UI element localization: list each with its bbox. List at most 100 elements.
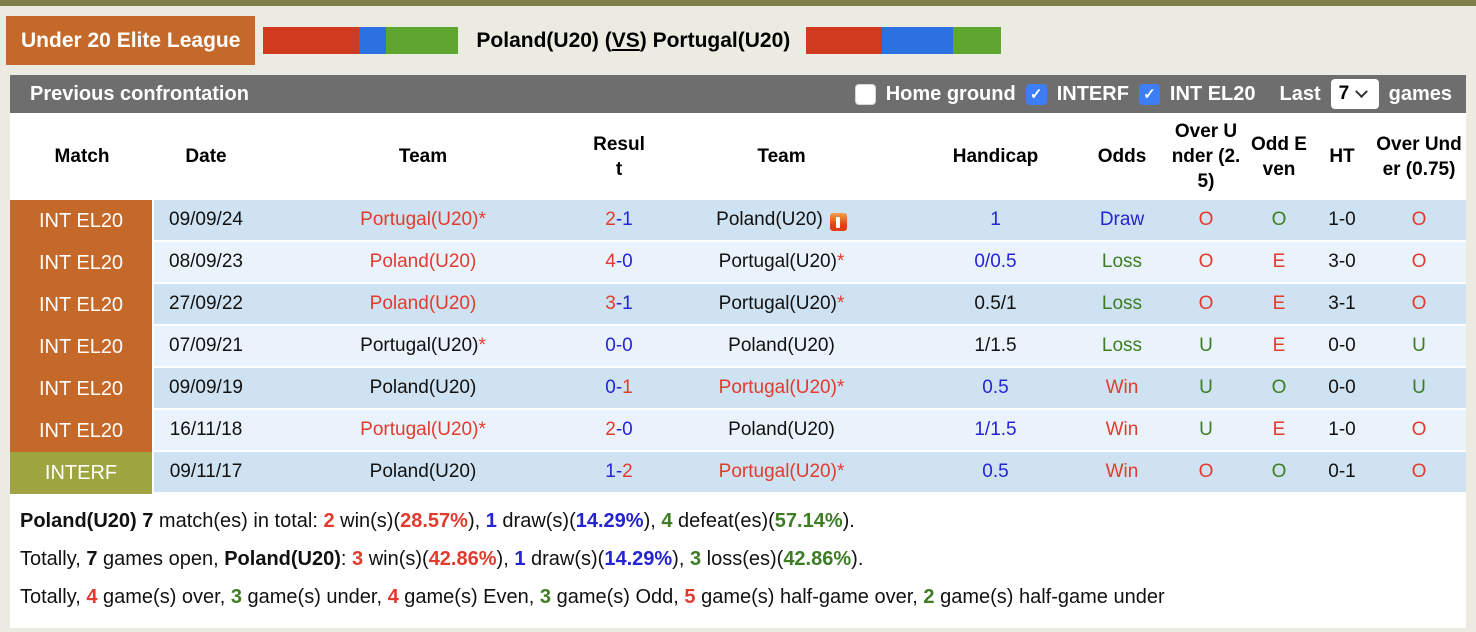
handicap-cell: 0.5 — [913, 452, 1078, 495]
score-part: 1 — [622, 377, 633, 399]
ht-cell: 1-0 — [1312, 410, 1372, 453]
match-type-badge[interactable]: INT EL20 — [10, 200, 154, 243]
date-cell: 07/09/21 — [154, 326, 258, 369]
over-under-075-value: O — [1411, 419, 1427, 441]
team-cell: Portugal(U20)* — [650, 368, 913, 411]
team-name: Portugal(U20) — [360, 419, 479, 441]
odds-cell: Draw — [1078, 200, 1166, 243]
match-type-badge[interactable]: INT EL20 — [10, 368, 154, 411]
ht-cell: 0-0 — [1312, 368, 1372, 411]
match-type-badge[interactable]: INT EL20 — [10, 410, 154, 453]
summary-segment: 14.29% — [604, 548, 673, 571]
interf-checkbox[interactable]: ✓ — [1025, 83, 1047, 105]
over-under-075-cell: O — [1372, 200, 1466, 243]
summary-segment: 42.86% — [428, 548, 497, 571]
over-under-25-cell: O — [1166, 200, 1246, 243]
odds-result: Loss — [1101, 293, 1143, 315]
interf-label[interactable]: INTERF — [1056, 82, 1129, 105]
team-name: Poland(U20) — [728, 419, 835, 441]
summary-segment: win(s)( — [363, 548, 429, 571]
summary-segment: game(s) Even, — [398, 586, 540, 609]
int-el20-label[interactable]: INT EL20 — [1169, 82, 1256, 105]
colorbar-segment — [806, 27, 883, 54]
column-header-match: Match — [10, 113, 154, 201]
home-ground-label[interactable]: Home ground — [885, 82, 1016, 105]
score-part: -1 — [615, 293, 633, 315]
score-part: 3 — [605, 293, 616, 315]
team-star: * — [836, 461, 845, 483]
odds-cell: Win — [1078, 410, 1166, 453]
card-bar — [836, 216, 841, 228]
match-type-badge[interactable]: INT EL20 — [10, 242, 154, 285]
int-el20-checkbox[interactable]: ✓ — [1138, 83, 1160, 105]
last-label: Last — [1279, 82, 1321, 105]
match-type-badge[interactable]: INTERF — [10, 452, 154, 495]
home-team-title: Poland(U20) ( — [476, 28, 612, 52]
chevron-down-icon — [1355, 84, 1369, 98]
score-part: 1- — [605, 461, 623, 483]
league-badge: Under 20 Elite League — [6, 16, 256, 65]
column-header-handicap: Handicap — [913, 113, 1078, 201]
odds-result: Win — [1105, 419, 1139, 441]
score-part: 0-0 — [605, 335, 633, 357]
column-header-date: Date — [154, 113, 258, 201]
over-under-075-value: O — [1411, 251, 1427, 273]
odds-cell: Loss — [1078, 326, 1166, 369]
ht-cell: 3-0 — [1312, 242, 1372, 285]
summary-segment: Poland(U20) — [20, 510, 143, 533]
odd-even-cell: O — [1246, 368, 1312, 411]
over-under-25-value: U — [1199, 335, 1213, 357]
summary-segment: game(s) over, — [97, 586, 231, 609]
match-row: INT EL20 08/09/23 Poland(U20) 4-0 Portugal(U… — [10, 242, 1466, 285]
history-table-body: INT EL20 09/09/24 Portugal(U20)* 2-1 Poland(… — [10, 200, 1466, 495]
team-star: * — [478, 335, 486, 357]
vs-label: VS — [611, 28, 640, 52]
summary-segment: 1 — [514, 548, 526, 571]
team-cell: Poland(U20) — [650, 326, 913, 369]
team-name: Poland(U20) — [728, 335, 835, 357]
games-label: games — [1388, 82, 1452, 105]
team-name: Portugal(U20) — [718, 293, 837, 315]
team-cell: Portugal(U20)* — [258, 200, 588, 243]
filter-controls: Home ground ✓ INTERF ✓ INT EL20 Last 7 g… — [854, 79, 1466, 109]
team-cell: Poland(U20) — [258, 284, 588, 327]
summary-segment: 42.86% — [783, 548, 852, 571]
odds-result: Loss — [1101, 335, 1143, 357]
over-under-25-value: O — [1198, 293, 1214, 315]
team-cell: Portugal(U20)* — [650, 452, 913, 495]
last-games-select[interactable]: 7 — [1330, 79, 1379, 109]
summary-line: Totally, 4 game(s) over, 3 game(s) under… — [20, 578, 1456, 616]
handicap-value: 0/0.5 — [974, 251, 1017, 273]
away-team-title: ) Portugal(U20) — [639, 28, 791, 52]
over-under-25-cell: O — [1166, 452, 1246, 495]
handicap-cell: 1/1.5 — [913, 410, 1078, 453]
summary-line: Totally, 7 games open, Poland(U20): 3 wi… — [20, 540, 1456, 578]
over-under-075-cell: O — [1372, 452, 1466, 495]
summary-segment: match(es) in total: — [153, 510, 324, 533]
home-ground-checkbox[interactable] — [854, 83, 876, 105]
odd-even-cell: E — [1246, 242, 1312, 285]
over-under-25-value: O — [1198, 461, 1214, 483]
summary-segment: Poland(U20) — [224, 548, 341, 571]
odd-even-cell: E — [1246, 326, 1312, 369]
handicap-value: 0.5 — [982, 461, 1009, 483]
column-header-result: Result — [588, 113, 650, 201]
summary-segment: draw(s)( — [496, 510, 576, 533]
team-name: Portugal(U20) — [718, 251, 837, 273]
handicap-value: 1 — [990, 209, 1001, 231]
summary-segment: defeat(es)( — [672, 510, 775, 533]
handicap-cell: 0.5/1 — [913, 284, 1078, 327]
match-type-badge[interactable]: INT EL20 — [10, 284, 154, 327]
summary-segment: games open, — [97, 548, 225, 571]
over-under-25-value: O — [1198, 209, 1214, 231]
match-type-badge[interactable]: INT EL20 — [10, 326, 154, 369]
team-star: * — [836, 377, 845, 399]
summary-segment: win(s)( — [334, 510, 401, 533]
odd-even-cell: O — [1246, 452, 1312, 495]
match-row: INTERF 09/11/17 Poland(U20) 1-2 Portugal(U20… — [10, 452, 1466, 495]
odds-cell: Loss — [1078, 284, 1166, 327]
match-row: INT EL20 09/09/19 Poland(U20) 0-1 Portugal(U… — [10, 368, 1466, 411]
team-cell: Poland(U20) — [258, 368, 588, 411]
team-cell: Portugal(U20)* — [258, 326, 588, 369]
team-colorbar-left — [263, 27, 459, 54]
